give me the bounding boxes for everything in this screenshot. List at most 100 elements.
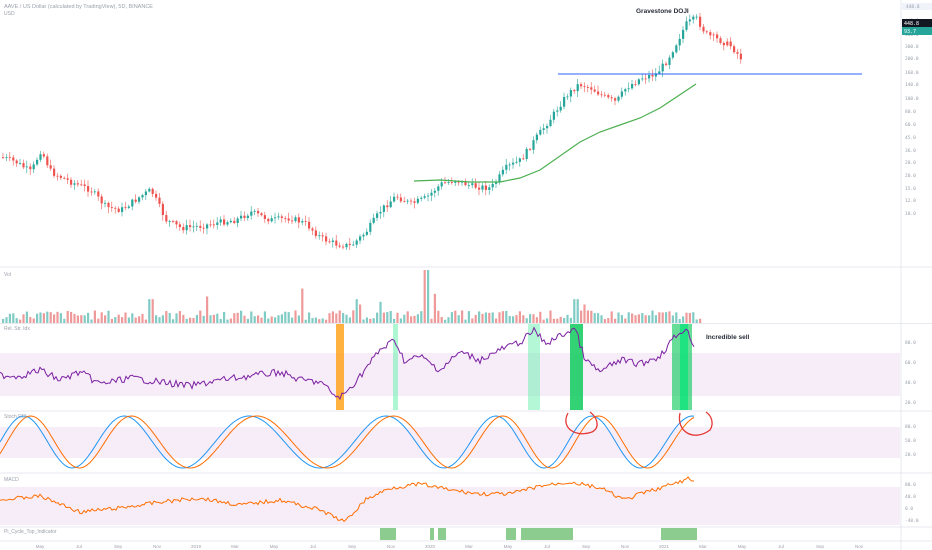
volume-bar-154 xyxy=(525,318,528,323)
candle-body-140 xyxy=(478,187,481,190)
candle-body-86 xyxy=(294,217,297,222)
candle-body-169 xyxy=(576,84,579,92)
volume-bar-100 xyxy=(342,312,345,323)
candle-body-197 xyxy=(671,52,674,58)
volume-bar-155 xyxy=(529,314,532,323)
candle-body-66 xyxy=(226,222,229,225)
candle-body-54 xyxy=(185,225,188,231)
candle-body-217 xyxy=(739,53,742,60)
candle-body-183 xyxy=(624,89,627,92)
candle-body-57 xyxy=(195,225,198,227)
volume-bar-120 xyxy=(410,316,413,323)
candle-body-163 xyxy=(556,110,559,112)
volume-bar-25 xyxy=(87,312,90,323)
volume-bar-164 xyxy=(559,316,562,323)
candle-body-160 xyxy=(546,126,549,129)
volume-bar-101 xyxy=(345,314,348,323)
candle-body-185 xyxy=(631,84,634,89)
volume-bar-128 xyxy=(437,310,440,323)
volume-bar-6 xyxy=(22,314,25,323)
price-candles xyxy=(2,12,742,251)
candle-body-9 xyxy=(32,164,35,170)
volume-bar-163 xyxy=(556,318,559,323)
candle-body-177 xyxy=(603,94,606,96)
volume-bar-58 xyxy=(199,310,202,323)
volume-bar-15 xyxy=(53,314,56,323)
candle-body-165 xyxy=(563,96,566,107)
rsi-line xyxy=(0,326,695,401)
price-tick-3: 200.0 xyxy=(905,56,919,62)
volume-bar-16 xyxy=(56,311,59,323)
volume-bar-145 xyxy=(495,318,498,323)
candle-body-6 xyxy=(22,163,25,168)
volume-bar-97 xyxy=(331,311,334,323)
candle-body-144 xyxy=(491,183,494,188)
candle-body-153 xyxy=(522,158,525,160)
candle-body-97 xyxy=(331,240,334,243)
candle-body-8 xyxy=(29,166,32,170)
volume-bar-176 xyxy=(600,315,603,323)
volume-bar-201 xyxy=(685,312,688,323)
candle-body-22 xyxy=(76,183,79,185)
volume-bar-91 xyxy=(311,318,314,323)
volume-bar-171 xyxy=(583,304,586,323)
candle-body-58 xyxy=(199,225,202,228)
volume-bar-131 xyxy=(447,317,450,323)
volume-bar-156 xyxy=(532,314,535,323)
volume-bar-63 xyxy=(216,313,219,323)
volume-bar-105 xyxy=(359,304,362,323)
volume-bar-19 xyxy=(66,310,69,323)
volume-bar-110 xyxy=(376,312,379,323)
candle-body-103 xyxy=(352,244,355,246)
volume-bar-35 xyxy=(121,317,124,323)
candle-body-94 xyxy=(321,235,324,237)
volume-bar-67 xyxy=(229,318,232,323)
volume-bar-70 xyxy=(240,310,243,323)
volume-bar-47 xyxy=(161,315,164,323)
volume-bar-169 xyxy=(576,299,579,323)
volume-bar-76 xyxy=(260,317,263,323)
candle-body-137 xyxy=(467,185,470,186)
candle-body-36 xyxy=(124,207,127,209)
volume-bar-65 xyxy=(223,311,226,323)
volume-bar-51 xyxy=(175,313,178,323)
candle-body-78 xyxy=(267,218,270,222)
candle-body-29 xyxy=(100,196,103,204)
candle-body-123 xyxy=(420,197,423,199)
volume-bar-9 xyxy=(32,318,35,323)
ma-badge-text: 93.7 xyxy=(904,29,916,35)
pi-pane-label: Pi_Cycle_Top_Indicator xyxy=(4,529,57,535)
candle-body-128 xyxy=(437,186,440,191)
candle-body-213 xyxy=(726,41,729,46)
pi-cycle-blocks xyxy=(380,528,697,540)
volume-bar-34 xyxy=(117,314,120,323)
candle-body-11 xyxy=(39,154,42,160)
candle-body-13 xyxy=(46,156,49,166)
candle-body-35 xyxy=(121,207,124,212)
candle-body-129 xyxy=(440,182,443,187)
candle-body-51 xyxy=(175,221,178,225)
volume-bar-86 xyxy=(294,310,297,323)
candle-body-154 xyxy=(525,148,528,159)
volume-bar-18 xyxy=(63,318,66,323)
price-tick-13: 15.0 xyxy=(905,186,916,192)
candle-body-112 xyxy=(382,205,385,212)
volume-bar-192 xyxy=(654,315,657,323)
pi-block-1 xyxy=(430,528,434,540)
stoch-pane-label: Stoch RSI xyxy=(4,414,27,420)
volume-bar-17 xyxy=(59,313,62,323)
candle-body-164 xyxy=(559,106,562,111)
candle-body-90 xyxy=(308,221,311,229)
time-tick-2: Sep xyxy=(114,544,123,549)
candle-body-194 xyxy=(661,63,664,72)
candle-body-12 xyxy=(42,154,45,157)
candle-body-192 xyxy=(654,73,657,77)
macd-line xyxy=(0,476,695,523)
time-tick-10: 2020 xyxy=(425,544,436,549)
candle-body-145 xyxy=(495,181,498,184)
candle-body-210 xyxy=(716,34,719,39)
time-tick-1: Jul xyxy=(76,544,82,549)
candle-body-7 xyxy=(25,166,28,168)
candle-body-62 xyxy=(212,224,215,226)
